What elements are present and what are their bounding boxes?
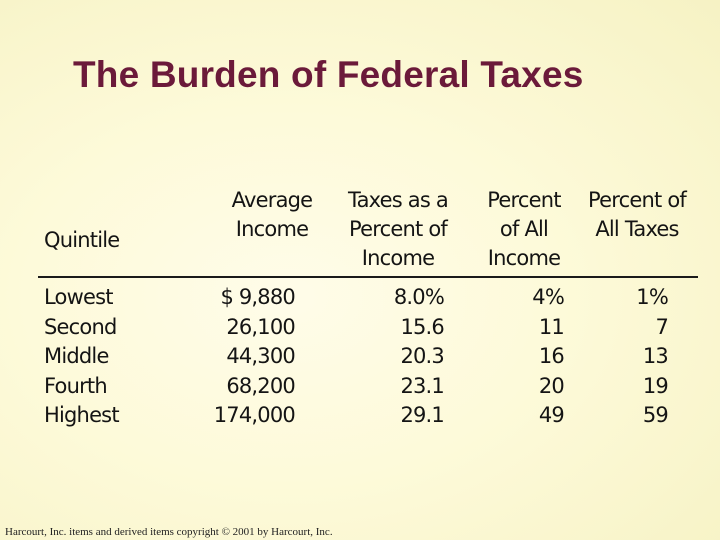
header-divider xyxy=(38,276,698,278)
cell-taxes-percent: 20.3 xyxy=(400,344,444,368)
header-quintile-line: Quintile xyxy=(44,228,120,252)
table-header-row: Quintile Average Income Taxes as a Perce… xyxy=(38,186,698,276)
header-average-income-line: Average xyxy=(231,188,313,212)
cell-taxes-percent: 29.1 xyxy=(400,403,444,427)
cell-percent-taxes: 7 xyxy=(655,314,668,339)
header-taxes-percent-line: Percent of xyxy=(349,217,448,241)
header-percent-income: Percent of All Income xyxy=(476,186,572,273)
cell-percent-taxes: 19 xyxy=(642,373,669,398)
cell-percent-taxes: 1% xyxy=(636,285,669,309)
header-taxes-percent-line: Taxes as a xyxy=(348,188,449,212)
table-row: Second 26,100 15.6 11 7 xyxy=(38,313,698,343)
copyright-footer: Harcourt, Inc. items and derived items c… xyxy=(5,526,333,538)
header-percent-income-line: Percent xyxy=(487,188,561,212)
cell-percent-income: 20 xyxy=(538,373,565,398)
cell-taxes-percent: 15.6 xyxy=(400,314,444,339)
cell-percent-income: 49 xyxy=(538,403,565,427)
header-percent-taxes: Percent of All Taxes xyxy=(582,186,692,244)
slide-title: The Burden of Federal Taxes xyxy=(73,54,584,95)
header-average-income-line: Income xyxy=(235,217,309,241)
cell-percent-taxes: 59 xyxy=(642,403,669,427)
cell-quintile: Second xyxy=(44,314,117,339)
cell-average-income: 26,100 xyxy=(226,314,295,339)
header-percent-income-line: of All xyxy=(499,217,549,241)
table-row: Fourth 68,200 23.1 20 19 xyxy=(38,372,698,402)
cell-quintile: Middle xyxy=(44,344,109,368)
table-row: Lowest $ 9,880 8.0% 4% 1% xyxy=(38,283,698,313)
cell-taxes-percent: 23.1 xyxy=(400,373,444,398)
tax-burden-table: Quintile Average Income Taxes as a Perce… xyxy=(38,186,698,276)
header-percent-taxes-line: All Taxes xyxy=(595,217,679,241)
cell-quintile: Highest xyxy=(44,403,120,427)
header-percent-taxes-line: Percent of xyxy=(588,188,687,212)
header-quintile: Quintile xyxy=(44,226,120,255)
cell-percent-income: 16 xyxy=(538,344,565,368)
cell-percent-income: 11 xyxy=(538,314,565,339)
cell-percent-taxes: 13 xyxy=(642,344,669,368)
cell-taxes-percent: 8.0% xyxy=(393,285,445,309)
cell-quintile: Fourth xyxy=(44,373,108,398)
header-taxes-percent: Taxes as a Percent of Income xyxy=(338,186,458,273)
cell-average-income: 44,300 xyxy=(226,344,295,368)
cell-average-income: $ 9,880 xyxy=(220,285,295,309)
header-taxes-percent-line: Income xyxy=(361,246,435,270)
table-body: Lowest $ 9,880 8.0% 4% 1% Second 26,100 … xyxy=(38,283,698,431)
table-row: Highest 174,000 29.1 49 59 xyxy=(38,401,698,431)
header-percent-income-line: Income xyxy=(487,246,561,270)
cell-average-income: 68,200 xyxy=(226,373,295,398)
cell-quintile: Lowest xyxy=(44,285,113,309)
cell-percent-income: 4% xyxy=(532,285,565,309)
cell-average-income: 174,000 xyxy=(213,403,296,427)
header-average-income: Average Income xyxy=(219,186,325,244)
table-row: Middle 44,300 20.3 16 13 xyxy=(38,342,698,372)
